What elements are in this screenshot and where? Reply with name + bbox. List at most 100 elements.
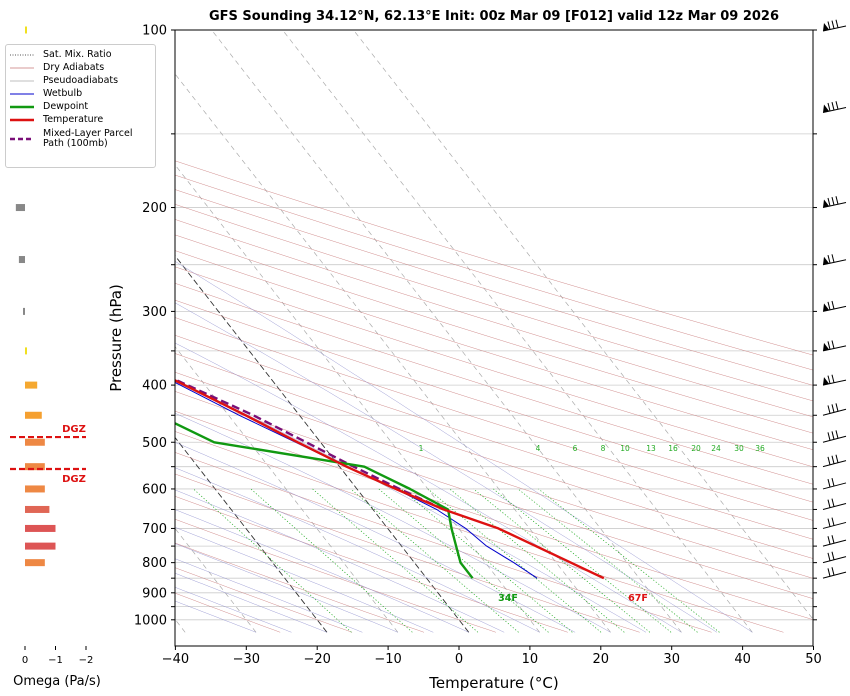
legend-item-temperature: Temperature	[10, 113, 151, 126]
dry-adiabat-line	[175, 160, 813, 356]
pseudoadiabat-line	[175, 526, 434, 633]
wind-barb-feather	[831, 374, 835, 383]
omega-axis-title: Omega (Pa/s)	[13, 674, 101, 689]
y-tick-label: 1000	[134, 613, 167, 628]
wind-barb-feather	[827, 255, 831, 264]
surface-temp-label: 67F	[628, 593, 648, 604]
chart-title: GFS Sounding 34.12°N, 62.13°E Init: 00z …	[208, 9, 780, 24]
dgz-label: DGZ	[62, 424, 86, 435]
x-axis-title: Temperature (°C)	[428, 674, 558, 692]
dry-adiabat-line	[175, 189, 813, 386]
omega-bar	[25, 559, 45, 567]
legend-label: Dewpoint	[43, 100, 89, 112]
dry-adiabat-line	[175, 317, 813, 521]
mixing-ratio-label: 30	[734, 444, 744, 453]
omega-tick-label: −1	[48, 655, 63, 666]
wind-barb-feather	[831, 498, 835, 507]
x-tick-label: 10	[522, 652, 539, 667]
wind-barb-staff	[822, 502, 847, 510]
mixing-ratio-label: 20	[691, 444, 701, 453]
legend-swatch	[10, 67, 34, 68]
legend-item-wetbulb: Wetbulb	[10, 87, 151, 100]
y-tick-label: 800	[142, 556, 167, 571]
wind-barb-feather	[827, 341, 831, 350]
wind-barb	[822, 567, 847, 579]
omega-bar	[25, 411, 42, 419]
legend-label: Wetbulb	[43, 87, 83, 99]
isotherm-line	[175, 73, 611, 633]
legend-swatch	[10, 118, 34, 121]
omega-bar	[25, 347, 27, 355]
y-tick-label: 100	[142, 24, 167, 39]
wind-barb-feather	[835, 196, 839, 205]
omega-bar	[25, 485, 45, 493]
pseudoadiabat-line	[175, 302, 718, 633]
y-tick-label: 200	[142, 201, 167, 216]
dry-adiabat-line	[175, 174, 813, 371]
omega-bar	[18, 256, 25, 264]
mixing-ratio-line	[473, 488, 651, 633]
x-tick-label: 20	[593, 652, 610, 667]
y-tick-label: 900	[142, 586, 167, 601]
wind-barb-feather	[831, 197, 835, 206]
y-tick-label: 400	[142, 379, 167, 394]
wind-barb	[822, 254, 847, 266]
legend-label: Pseudoadiabats	[43, 74, 119, 86]
x-tick-label: 0	[455, 652, 463, 667]
mixing-ratio-label: 13	[646, 444, 656, 453]
omega-bar	[15, 204, 25, 212]
wind-barb-feather	[835, 19, 839, 28]
wind-barb-feather	[827, 432, 831, 441]
legend-swatch	[10, 105, 34, 108]
dry-adiabat-line	[175, 219, 813, 418]
wind-barb-feather	[831, 477, 835, 487]
pseudoadiabat-line	[175, 572, 327, 633]
pseudoadiabat-line	[175, 442, 576, 633]
mixing-ratio-line	[449, 488, 625, 633]
wind-barb-staff	[822, 571, 847, 579]
wind-barb-feather	[827, 552, 831, 561]
dry-adiabat-line	[175, 518, 496, 633]
wind-barb-feather	[835, 430, 839, 439]
series-wetbulb-line	[175, 381, 538, 579]
legend-label: Temperature	[43, 113, 104, 125]
wind-barb	[822, 498, 847, 510]
omega-tick-label: −2	[79, 655, 94, 666]
dgz-label: DGZ	[62, 474, 86, 485]
wind-barb-flag	[823, 256, 829, 265]
wind-barb-flag	[823, 303, 829, 312]
wind-barb-feather	[831, 300, 835, 310]
wind-barb	[822, 535, 847, 547]
mixing-ratio-label: 6	[573, 444, 578, 453]
mixing-ratio-label: 8	[601, 444, 606, 453]
pseudoadiabat-line	[175, 342, 682, 633]
isotherm-line	[353, 30, 813, 620]
wind-barb-staff	[822, 202, 847, 209]
wind-barb-feather	[827, 102, 831, 112]
legend-label: Dry Adiabats	[43, 61, 105, 73]
omega-bar	[25, 505, 50, 513]
omega-bar	[23, 307, 25, 315]
wind-barbs	[822, 19, 847, 579]
dry-adiabat-line	[175, 334, 813, 540]
wind-barb-feather	[827, 375, 831, 384]
wind-barb-staff	[822, 435, 847, 443]
wind-barb-feather	[831, 254, 835, 263]
x-tick-label: 40	[734, 652, 751, 667]
axis-labels: 67F 34F Temperature (°C) Pressure (hPa)	[107, 284, 648, 692]
dry-adiabat-line	[175, 473, 640, 633]
legend-label: Sat. Mix. Ratio	[43, 48, 112, 60]
dry-adiabat-line	[175, 250, 813, 451]
wind-barb	[822, 403, 847, 416]
mixing-ratio-line	[538, 488, 720, 633]
mixing-ratio-label: 36	[755, 444, 765, 453]
omega-bar	[25, 524, 56, 532]
pseudoadiabat-line	[175, 509, 469, 633]
wind-barb-staff	[822, 460, 847, 468]
legend-item-parcel-path: Mixed-Layer Parcel Path (100mb)	[10, 126, 151, 152]
wind-barb-staff	[822, 539, 847, 547]
dry-adiabat-line	[175, 299, 813, 503]
y-tick-label: 500	[142, 436, 167, 451]
wind-barb-feather	[831, 567, 835, 576]
